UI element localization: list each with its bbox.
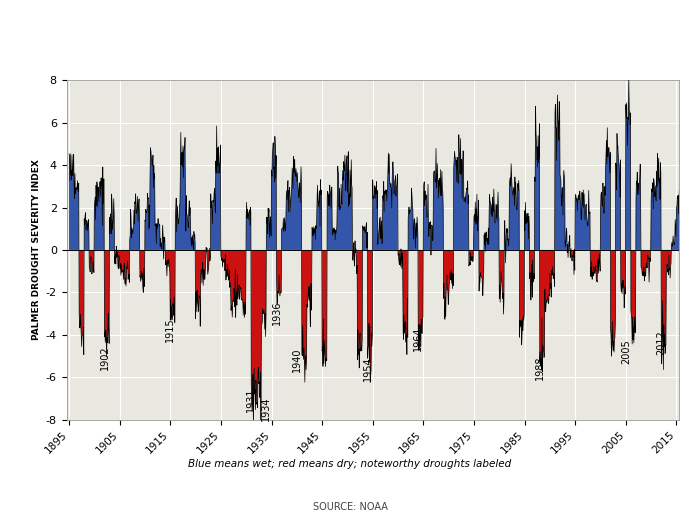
Text: 1931: 1931	[246, 388, 256, 412]
Text: 1964: 1964	[413, 326, 424, 351]
Text: Blue means wet; red means dry; noteworthy droughts labeled: Blue means wet; red means dry; noteworth…	[188, 458, 512, 469]
Text: 1936: 1936	[272, 301, 281, 325]
Text: 2012: 2012	[657, 330, 666, 355]
Text: 1940: 1940	[292, 348, 302, 372]
Text: 1988: 1988	[535, 356, 545, 380]
Text: 1902: 1902	[99, 346, 109, 370]
Y-axis label: PALMER DROUGHT SEVERITY INDEX: PALMER DROUGHT SEVERITY INDEX	[32, 160, 41, 340]
Text: SOURCE: NOAA: SOURCE: NOAA	[313, 501, 387, 512]
Text: 2005: 2005	[621, 339, 631, 364]
Text: 1954: 1954	[363, 356, 372, 381]
Text: 1915: 1915	[165, 318, 175, 342]
Text: 1934: 1934	[261, 396, 272, 421]
Text: Illinois Palmer Drought Severity Index: Illinois Palmer Drought Severity Index	[141, 20, 559, 39]
